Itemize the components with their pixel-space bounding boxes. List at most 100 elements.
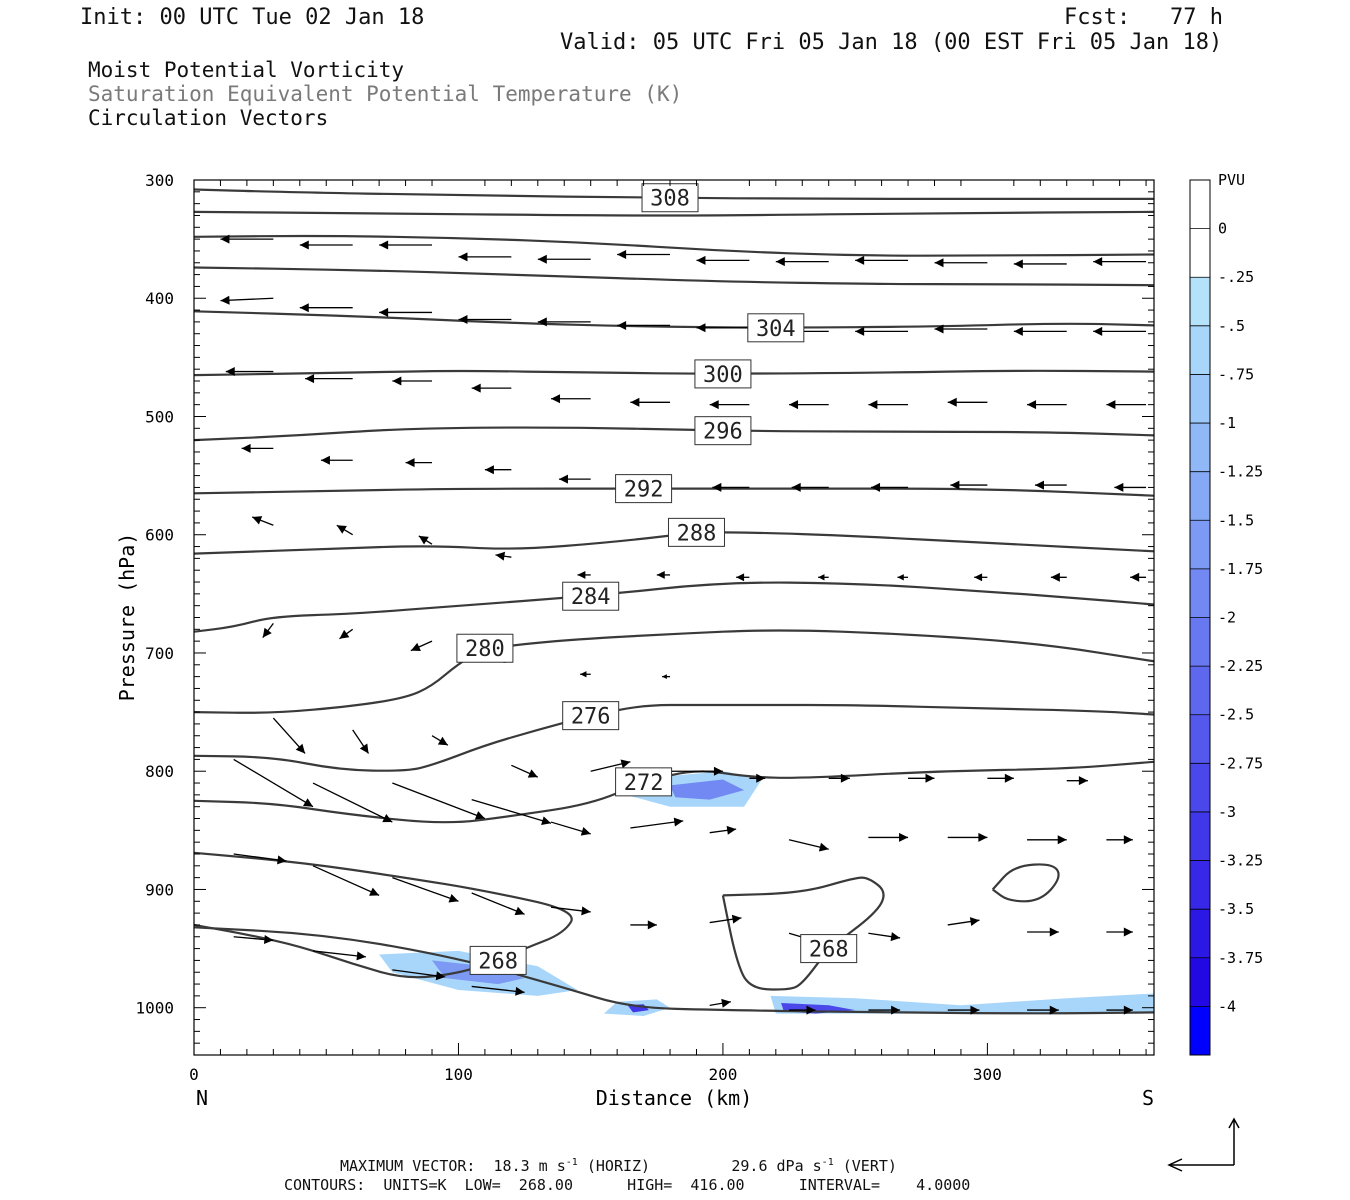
circulation-vector — [897, 574, 909, 581]
circulation-vector — [537, 317, 591, 327]
vector-head — [514, 906, 525, 916]
circulation-vector — [431, 735, 449, 746]
vector-head — [806, 1005, 816, 1015]
vector-head — [392, 376, 402, 386]
pv-region — [670, 779, 745, 800]
colorbar-swatch — [1190, 860, 1210, 910]
colorbar-tick-label: -.25 — [1218, 268, 1254, 286]
circulation-vector — [947, 917, 980, 926]
circulation-vector — [1093, 257, 1147, 267]
circulation-vector — [551, 394, 591, 404]
theta-contour — [194, 426, 1154, 442]
pv-colorbar: 0 -.25 -.5 -.75 -1 -1.25 -1.5 -1.75 -2 -2.25 -2.5 -… — [1189, 179, 1263, 1056]
contour-label-text: 304 — [756, 317, 796, 342]
vector-head — [577, 570, 586, 579]
vector-head — [551, 394, 561, 404]
colorbar-swatch — [1190, 325, 1210, 375]
vector-head — [458, 315, 468, 325]
vector-head — [855, 326, 865, 336]
x-end-label-n: N — [196, 1086, 208, 1110]
vector-head — [580, 671, 587, 678]
vector-head — [369, 887, 380, 896]
colorbar-tick-label: -2.25 — [1218, 657, 1263, 675]
circulation-vector — [233, 758, 314, 808]
max-vector-line: MAXIMUM VECTOR: 18.3 m s-1 (HORIZ) 29.6 … — [340, 1157, 897, 1175]
circulation-vector — [789, 400, 829, 410]
colorbar-swatch — [1190, 1006, 1210, 1056]
circulation-vector — [405, 458, 433, 468]
circulation-vector — [471, 892, 525, 916]
circulation-vector — [312, 865, 380, 896]
vector-head — [263, 935, 274, 944]
vector-head — [1078, 776, 1088, 786]
max-vertical-exponent: -1 — [821, 1157, 834, 1168]
circulation-vector-layer — [220, 234, 1147, 1015]
circulation-vector — [392, 376, 433, 386]
contour-label: 268 — [469, 945, 527, 975]
vector-head — [840, 773, 850, 783]
max-vector-horizontal: 18.3 m s — [493, 1157, 566, 1175]
vector-head — [458, 252, 468, 262]
contour-label-text: 268 — [809, 938, 849, 963]
vector-shaft — [233, 758, 314, 808]
contour-label: 296 — [694, 416, 752, 446]
vector-head — [1057, 835, 1067, 845]
contour-label-text: 280 — [465, 637, 505, 662]
vector-head — [818, 842, 829, 852]
vector-head — [437, 736, 448, 746]
circulation-vector — [410, 640, 433, 652]
theta-contour — [194, 210, 1154, 217]
colorbar-tick-label: -3.75 — [1218, 949, 1263, 967]
vector-head — [1027, 400, 1037, 410]
vector-head — [1049, 1005, 1059, 1015]
circulation-vector — [947, 832, 988, 842]
field-title-vectors: Circulation Vectors — [88, 106, 329, 130]
vector-head — [950, 480, 960, 490]
max-horizontal-exponent: -1 — [565, 1157, 578, 1168]
colorbar-tick-label: -3 — [1218, 803, 1236, 821]
colorbar-swatch — [1190, 277, 1210, 327]
colorbar-tick-label: -1.5 — [1218, 511, 1254, 529]
pv-region — [770, 993, 1154, 1014]
vector-head — [791, 482, 801, 492]
vector-head — [1093, 326, 1103, 336]
circulation-vector — [630, 397, 671, 407]
vector-head — [1050, 572, 1060, 582]
theta-contour — [194, 581, 1154, 633]
vector-head — [1004, 773, 1014, 783]
vector-head — [871, 482, 881, 492]
circulation-vector — [617, 249, 671, 259]
circulation-vector — [1106, 835, 1133, 845]
circulation-vector — [495, 551, 512, 561]
circulation-vector — [630, 817, 684, 829]
circulation-vector — [339, 628, 354, 640]
contour-label-box — [562, 581, 620, 611]
vector-head — [721, 998, 731, 1008]
vector-head — [617, 320, 627, 330]
vector-head — [656, 570, 665, 579]
circulation-vector — [220, 234, 274, 244]
vector-head — [947, 397, 957, 407]
y-tick-label: 1000 — [135, 999, 174, 1018]
circulation-vector — [312, 950, 366, 961]
contour-label: 292 — [615, 474, 673, 504]
vector-head — [515, 986, 525, 996]
contour-label-box — [694, 359, 752, 389]
circulation-vector — [788, 839, 829, 852]
vector-head — [435, 971, 446, 981]
max-vector-label: MAXIMUM VECTOR: — [340, 1157, 476, 1175]
theta-contour — [194, 703, 1154, 772]
contour-label-box — [800, 934, 858, 964]
y-tick-label: 600 — [145, 526, 174, 545]
vector-head — [1130, 572, 1140, 582]
circulation-vector — [1034, 480, 1067, 490]
colorbar-tick-label: -2.5 — [1218, 706, 1254, 724]
vector-head — [969, 917, 980, 926]
theta-contour — [721, 876, 885, 991]
vector-head — [225, 367, 235, 377]
circulation-vector — [305, 374, 353, 384]
circulation-vector — [1114, 482, 1147, 492]
circulation-vector — [580, 671, 591, 678]
contour-label-text: 292 — [624, 478, 664, 503]
